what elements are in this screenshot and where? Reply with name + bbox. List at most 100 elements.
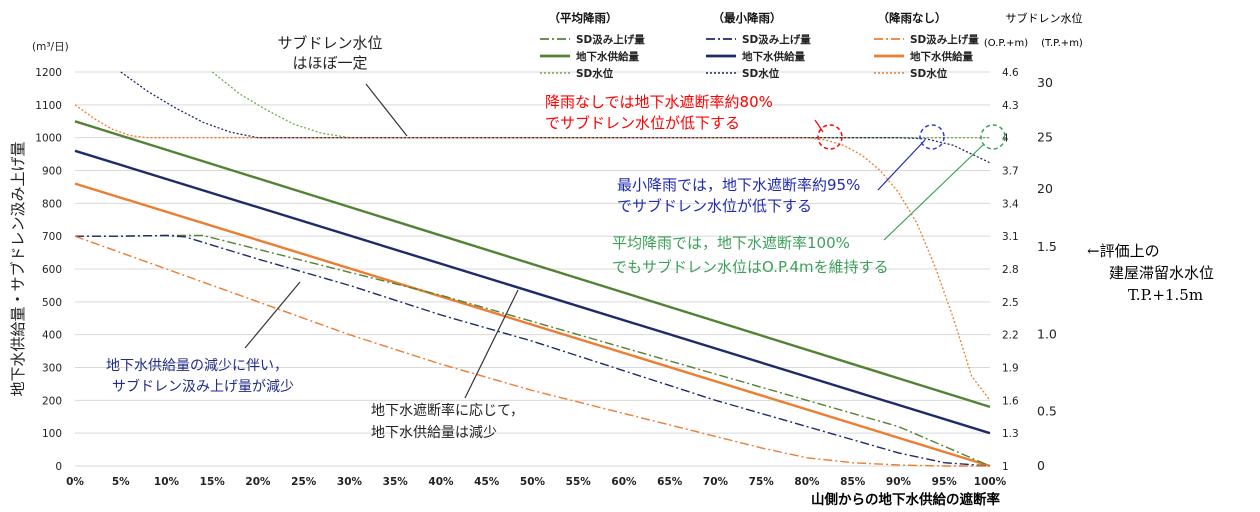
op-tick-label: 1.3 bbox=[1002, 428, 1019, 440]
leader-line bbox=[464, 289, 519, 399]
annotation-sd-flat: サブドレン水位 bbox=[277, 34, 382, 52]
annotation-supply-dec: 地下水供給量は減少 bbox=[371, 424, 497, 441]
y-tick-label: 200 bbox=[42, 395, 62, 407]
x-tick-label: 10% bbox=[154, 476, 180, 488]
tp-tick-label: 1.0 bbox=[1037, 327, 1057, 342]
leader-line bbox=[877, 139, 926, 191]
legend-label: 地下水供給量 bbox=[576, 50, 639, 63]
series bbox=[74, 71, 991, 468]
x-tick-label: 45% bbox=[474, 476, 500, 488]
series-line-min-supply bbox=[74, 149, 991, 435]
op-tick-label: 2.2 bbox=[1002, 330, 1019, 342]
x-tick-label: 70% bbox=[703, 476, 729, 488]
op-tick-label: 3.4 bbox=[1002, 198, 1019, 210]
y-tick-label: 100 bbox=[42, 428, 62, 440]
y-tick-label: 1000 bbox=[35, 133, 62, 145]
x-tick-label: 20% bbox=[245, 476, 271, 488]
leader-line bbox=[244, 281, 301, 349]
op-tick-label: 4.6 bbox=[1002, 67, 1019, 79]
annotation-min-drop: 最小降雨では，地下水遮断率約95% bbox=[617, 176, 860, 194]
op-tick-label: 3.1 bbox=[1002, 231, 1019, 243]
right-axis-unit-tp: (T.P.+m) bbox=[1041, 38, 1083, 49]
annotation-none-drop: 降雨なしでは地下水遮断率約80% bbox=[545, 93, 773, 111]
x-tick-label: 60% bbox=[611, 476, 637, 488]
x-tick-label: 50% bbox=[520, 476, 546, 488]
legend-heading: （平均降雨） bbox=[549, 11, 618, 25]
op-tick-label: 2.5 bbox=[1002, 297, 1019, 309]
legend-label: SD水位 bbox=[742, 67, 780, 80]
tp-tick-label: 25 bbox=[1037, 130, 1053, 145]
series-line-avg-supply bbox=[74, 120, 991, 409]
leader-line bbox=[883, 143, 985, 241]
op-tick-label: 4.3 bbox=[1002, 100, 1019, 112]
eval-note-line: ←評価上の bbox=[1087, 242, 1160, 260]
highlight-circle bbox=[817, 124, 843, 150]
x-tick-label: 100% bbox=[974, 476, 1007, 488]
x-axis-title: 山側からの地下水供給の遮断率 bbox=[811, 491, 1000, 508]
highlight-circle bbox=[919, 124, 945, 150]
op-tick-label: 1.6 bbox=[1002, 395, 1019, 407]
legend-label: 地下水供給量 bbox=[742, 50, 805, 63]
highlight-circle bbox=[980, 124, 1006, 150]
y-tick-label: 0 bbox=[55, 461, 62, 473]
legend-label: SD水位 bbox=[910, 67, 948, 80]
op-tick-label: 3.7 bbox=[1002, 166, 1019, 178]
x-tick-label: 15% bbox=[200, 476, 226, 488]
legend-label: SD汲み上げ量 bbox=[576, 33, 645, 46]
tp-tick-label: 0 bbox=[1037, 458, 1045, 473]
x-tick-label: 40% bbox=[428, 476, 454, 488]
x-tick-label: 0% bbox=[66, 476, 84, 488]
annotation-none-drop: でサブドレン水位が低下する bbox=[545, 114, 740, 132]
x-tick-label: 85% bbox=[840, 476, 866, 488]
legend-label: SD汲み上げ量 bbox=[910, 33, 979, 46]
x-tick-label: 55% bbox=[566, 476, 592, 488]
x-tick-label: 90% bbox=[886, 476, 912, 488]
legend-label: SD汲み上げ量 bbox=[742, 33, 811, 46]
legend-heading: （最小降雨） bbox=[713, 11, 782, 25]
series-line-none-sd bbox=[74, 104, 991, 401]
series-line-none-supply bbox=[74, 182, 991, 468]
op-tick-label: 1 bbox=[1002, 461, 1009, 473]
x-tick-label: 80% bbox=[794, 476, 820, 488]
annotation-sd-flat: はほぼ一定 bbox=[292, 54, 367, 72]
leader-line bbox=[814, 119, 824, 133]
y-axis-left: 0 100 200 300 400 500 600 700 800 900 1000 1100 1200… bbox=[9, 41, 69, 473]
x-tick-label: 30% bbox=[337, 476, 363, 488]
series-line-none-pump bbox=[74, 235, 990, 467]
legend-label: SD水位 bbox=[576, 67, 614, 80]
x-tick-label: 5% bbox=[112, 476, 130, 488]
y-tick-label: 1100 bbox=[35, 100, 62, 112]
series-line-min-pump bbox=[75, 234, 991, 467]
x-tick-label: 25% bbox=[291, 476, 317, 488]
annotation-avg-keep: でもサブドレン水位はO.P.4mを維持する bbox=[612, 258, 889, 276]
y-axis-right: 11.31.61.92.22.52.83.13.43.744.34.600.51… bbox=[984, 11, 1083, 473]
tp-tick-label: 30 bbox=[1037, 75, 1053, 90]
leader-line bbox=[365, 83, 408, 137]
annotation-avg-keep: 平均降雨では，地下水遮断率100% bbox=[612, 234, 850, 252]
eval-note-line: T.P.+1.5m bbox=[1128, 286, 1203, 304]
annotation-min-drop: でサブドレン水位が低下する bbox=[617, 197, 812, 215]
annotation-pump-dec: サブドレン汲み上げ量が減少 bbox=[112, 378, 294, 395]
right-axis-unit-op: (O.P.+m) bbox=[984, 38, 1028, 49]
y-tick-label: 300 bbox=[42, 363, 62, 375]
op-tick-label: 2.8 bbox=[1002, 264, 1019, 276]
x-tick-label: 95% bbox=[932, 476, 958, 488]
right-axis-title: サブドレン水位 bbox=[1006, 11, 1083, 25]
y-axis-title: 地下水供給量・サブドレン汲み上げ量 bbox=[9, 141, 27, 396]
y-tick-label: 600 bbox=[42, 264, 62, 276]
eval-note-line: 建屋滞留水水位 bbox=[1109, 264, 1214, 282]
legend-heading: （降雨なし） bbox=[878, 11, 947, 25]
annotation-pump-dec: 地下水供給量の減少に伴い， bbox=[106, 357, 288, 374]
y-tick-label: 700 bbox=[42, 231, 62, 243]
y-unit-label: (m³/日) bbox=[32, 41, 69, 53]
series-line-min-sd bbox=[120, 71, 991, 164]
x-tick-label: 75% bbox=[749, 476, 775, 488]
op-tick-label: 1.9 bbox=[1002, 363, 1019, 375]
tp-tick-label: 0.5 bbox=[1037, 403, 1057, 418]
x-tick-label: 65% bbox=[657, 476, 683, 488]
y-tick-label: 900 bbox=[42, 166, 62, 178]
